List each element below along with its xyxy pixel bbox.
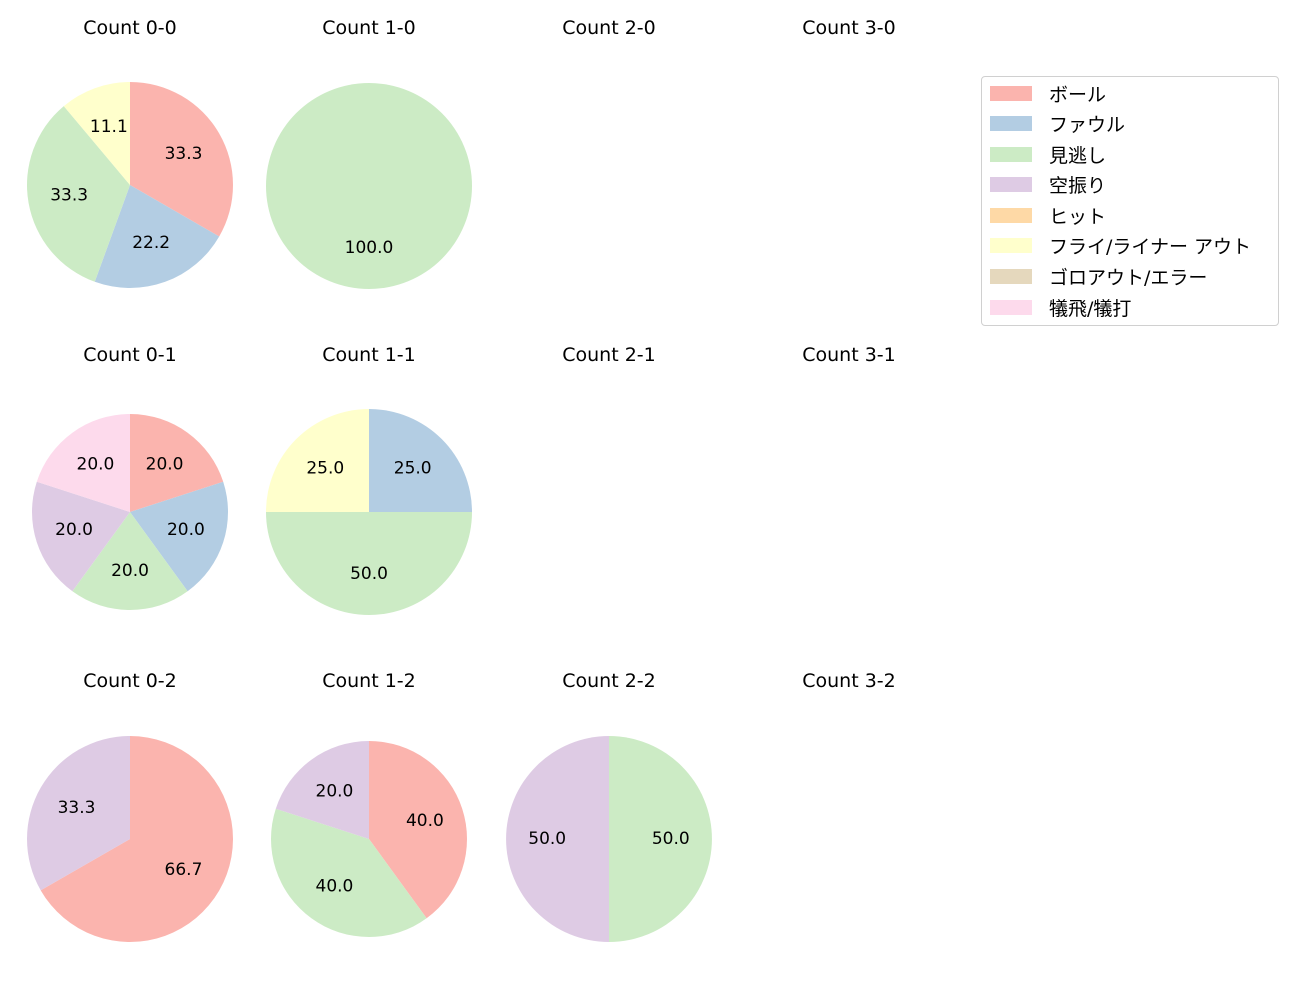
pie-slice-label: 20.0 xyxy=(55,520,93,540)
chart-title-count-0-1: Count 0-1 xyxy=(83,344,177,366)
pie-slice xyxy=(609,736,712,942)
legend-label: 空振り xyxy=(1049,174,1107,197)
pie-slice xyxy=(266,83,472,289)
legend-swatch-called-strike xyxy=(990,146,1032,162)
legend-swatch-foul xyxy=(990,115,1032,131)
pie-slice-label: 50.0 xyxy=(528,829,566,849)
pie-slice xyxy=(40,736,234,942)
pie-slice xyxy=(506,736,609,942)
pie-slice-label: 33.3 xyxy=(58,798,96,818)
pie-count-0-2: 66.7 33.3 xyxy=(27,736,234,942)
pie-count-1-1: 25.0 50.0 25.0 xyxy=(266,409,472,615)
pie-slice-label: 20.0 xyxy=(167,520,205,540)
legend-label: ゴロアウト/エラー xyxy=(1049,266,1208,289)
legend-label: 犠飛/犠打 xyxy=(1049,297,1132,320)
legend-item-foul: ファウル xyxy=(990,111,1126,136)
pie-slice xyxy=(369,741,467,919)
pie-slice-label: 22.2 xyxy=(132,233,170,253)
legend-item-fly-liner-out: フライ/ライナー アウト xyxy=(990,233,1252,258)
pie-slice xyxy=(369,409,472,512)
pie-slice xyxy=(27,106,130,282)
legend-label: ファウル xyxy=(1049,113,1126,136)
chart-title-count-1-2: Count 1-2 xyxy=(322,670,416,692)
pie-slice xyxy=(266,409,369,512)
legend: ボール ファウル 見逃し 空振り ヒット フライ/ライナー アウト ゴロアウト/… xyxy=(981,76,1279,326)
chart-title-count-2-1: Count 2-1 xyxy=(562,344,656,366)
pie-slice xyxy=(270,808,427,938)
legend-swatch-fly-liner-out xyxy=(990,237,1032,253)
legend-swatch-swinging-strike xyxy=(990,176,1032,192)
chart-title-count-2-0: Count 2-0 xyxy=(562,17,656,39)
pie-slice xyxy=(275,741,369,839)
legend-label: ボール xyxy=(1049,83,1107,106)
pie-count-0-1: 20.0 20.0 20.0 20.0 20.0 xyxy=(32,414,228,611)
chart-title-count-0-0: Count 0-0 xyxy=(83,17,177,39)
pie-slice xyxy=(63,82,130,185)
pie-slice xyxy=(266,512,472,615)
legend-label: ヒット xyxy=(1049,205,1107,228)
pie-slice xyxy=(27,736,130,891)
chart-title-count-1-1: Count 1-1 xyxy=(322,344,416,366)
pie-count-0-0: 33.3 22.2 33.3 11.1 xyxy=(27,82,233,288)
pie-count-2-2: 50.0 50.0 xyxy=(506,736,712,942)
legend-swatch-hit xyxy=(990,207,1032,223)
pie-slice-label: 40.0 xyxy=(406,811,444,831)
legend-item-hit: ヒット xyxy=(990,203,1107,228)
pie-slice-label: 50.0 xyxy=(652,829,690,849)
pie-slice-label: 20.0 xyxy=(146,454,184,474)
pie-slice-label: 11.1 xyxy=(90,117,128,137)
legend-swatch-sacrifice xyxy=(990,299,1032,315)
legend-item-ball: ボール xyxy=(990,81,1107,106)
legend-item-swinging-strike: 空振り xyxy=(990,172,1107,197)
chart-title-count-3-1: Count 3-1 xyxy=(802,344,896,366)
pie-slice-label: 33.3 xyxy=(165,144,203,164)
pie-slice-label: 50.0 xyxy=(350,564,388,584)
pie-slice-label: 20.0 xyxy=(111,561,149,581)
pie-slice-label: 100.0 xyxy=(345,238,394,258)
chart-title-count-1-0: Count 1-0 xyxy=(322,17,416,39)
pie-slice xyxy=(94,185,220,288)
pie-slice xyxy=(72,512,188,611)
legend-item-sacrifice: 犠飛/犠打 xyxy=(990,295,1132,320)
pie-slice xyxy=(130,82,233,237)
legend-item-grounder-error: ゴロアウト/エラー xyxy=(990,264,1208,289)
chart-title-count-3-2: Count 3-2 xyxy=(802,670,896,692)
chart-title-count-3-0: Count 3-0 xyxy=(802,17,896,39)
pie-slice-label: 25.0 xyxy=(394,458,432,478)
pie-count-1-2: 40.0 40.0 20.0 xyxy=(270,741,467,938)
chart-title-count-2-2: Count 2-2 xyxy=(562,670,656,692)
pie-slice-label: 20.0 xyxy=(316,781,354,801)
chart-title-count-0-2: Count 0-2 xyxy=(83,670,177,692)
pie-slice-label: 33.3 xyxy=(50,186,88,206)
pie-slice xyxy=(130,414,224,512)
legend-swatch-ball xyxy=(990,85,1032,101)
legend-item-called-strike: 見逃し xyxy=(990,142,1107,167)
pie-slice-label: 40.0 xyxy=(316,877,354,897)
pie-slice xyxy=(36,414,130,512)
pie-count-1-0: 100.0 xyxy=(266,83,472,289)
pie-slice xyxy=(32,481,130,592)
pie-slice-label: 25.0 xyxy=(306,458,344,478)
pie-slice-label: 66.7 xyxy=(165,860,203,880)
legend-label: フライ/ライナー アウト xyxy=(1049,235,1252,258)
legend-label: 見逃し xyxy=(1049,144,1107,167)
legend-swatch-grounder-error xyxy=(990,268,1032,284)
pie-slice xyxy=(130,481,228,592)
pie-slice-label: 20.0 xyxy=(77,454,115,474)
